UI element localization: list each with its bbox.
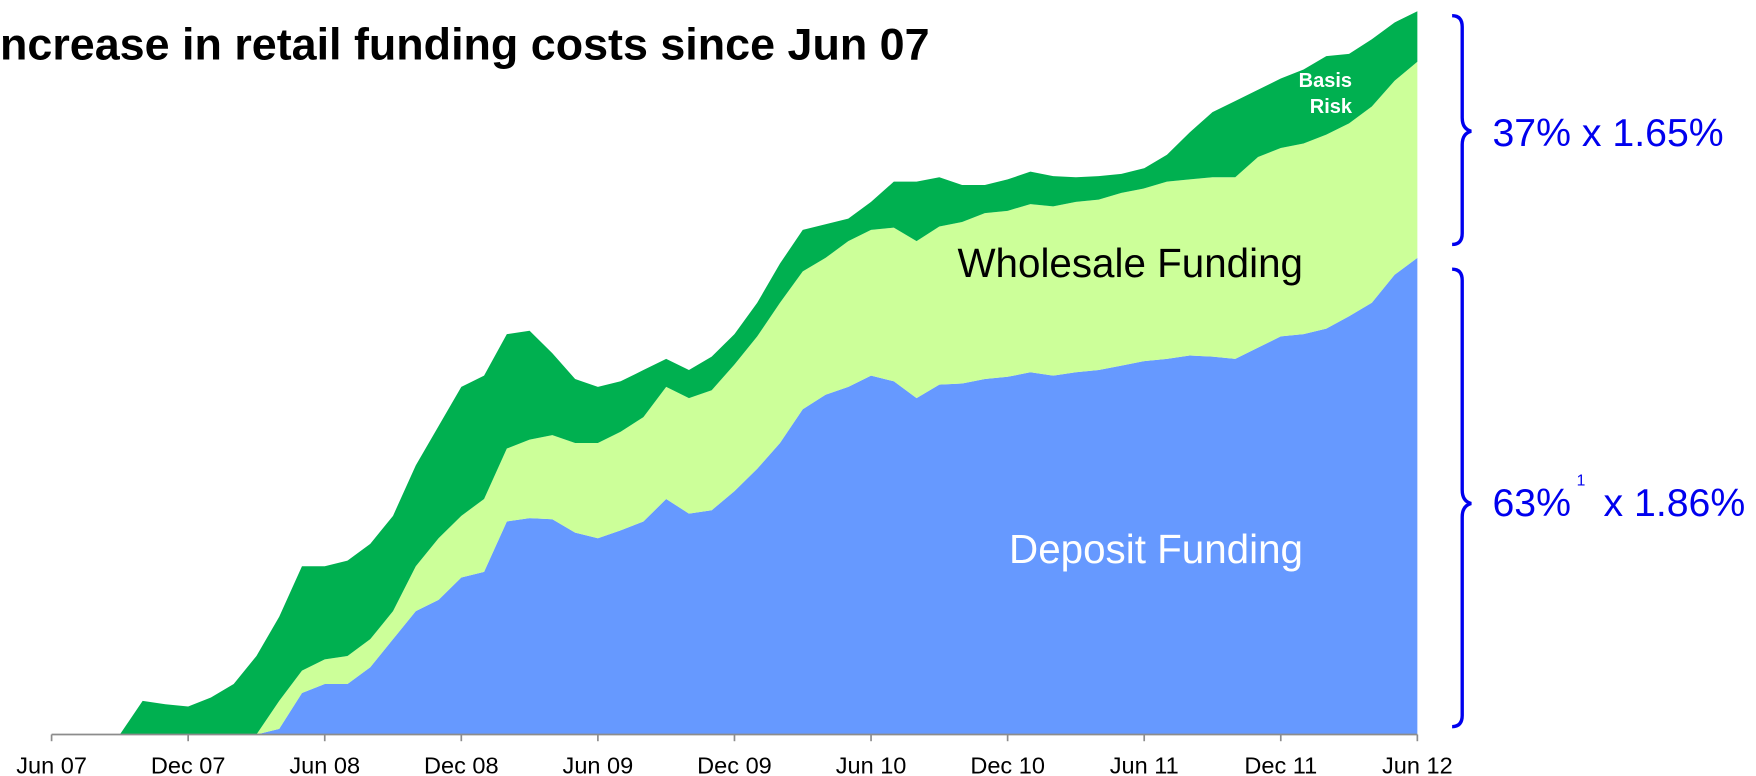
x-tick-label: Dec 11 — [1244, 753, 1317, 776]
x-tick-label: Jun 11 — [1110, 753, 1179, 776]
x-tick-label: Jun 08 — [289, 753, 360, 776]
x-tick-label: Jun 12 — [1382, 753, 1453, 776]
x-tick-label: Dec 07 — [151, 753, 226, 776]
x-tick-label: Dec 08 — [424, 753, 499, 776]
areas — [51, 11, 1418, 735]
annotation: 37% x 1.65% — [1492, 111, 1723, 155]
series-label: Deposit Funding — [1009, 526, 1303, 572]
x-axis-labels: Jun 07 Dec 07 Jun 08 Dec 08 Jun 09 Dec 09 Jun … — [16, 734, 1453, 776]
x-tick-label: Jun 10 — [836, 753, 907, 776]
area — [51, 11, 1418, 735]
series-label: Basis Risk — [1298, 70, 1352, 118]
annotation: x 1.86% — [1603, 481, 1745, 525]
x-tick-label: Jun 07 — [16, 753, 87, 776]
x-tick-label: Jun 09 — [563, 753, 634, 776]
annotation-superscript: 1 — [1577, 473, 1586, 490]
annotation: 63% — [1492, 481, 1571, 525]
brace — [1452, 267, 1472, 729]
area — [51, 257, 1418, 735]
x-tick-label: Dec 10 — [970, 753, 1045, 776]
series-label: Wholesale Funding — [957, 240, 1303, 286]
x-tick-label: Dec 09 — [697, 753, 772, 776]
area — [51, 61, 1418, 735]
brace — [1452, 14, 1472, 247]
chart-title: ncrease in retail funding costs since Ju… — [0, 18, 930, 69]
